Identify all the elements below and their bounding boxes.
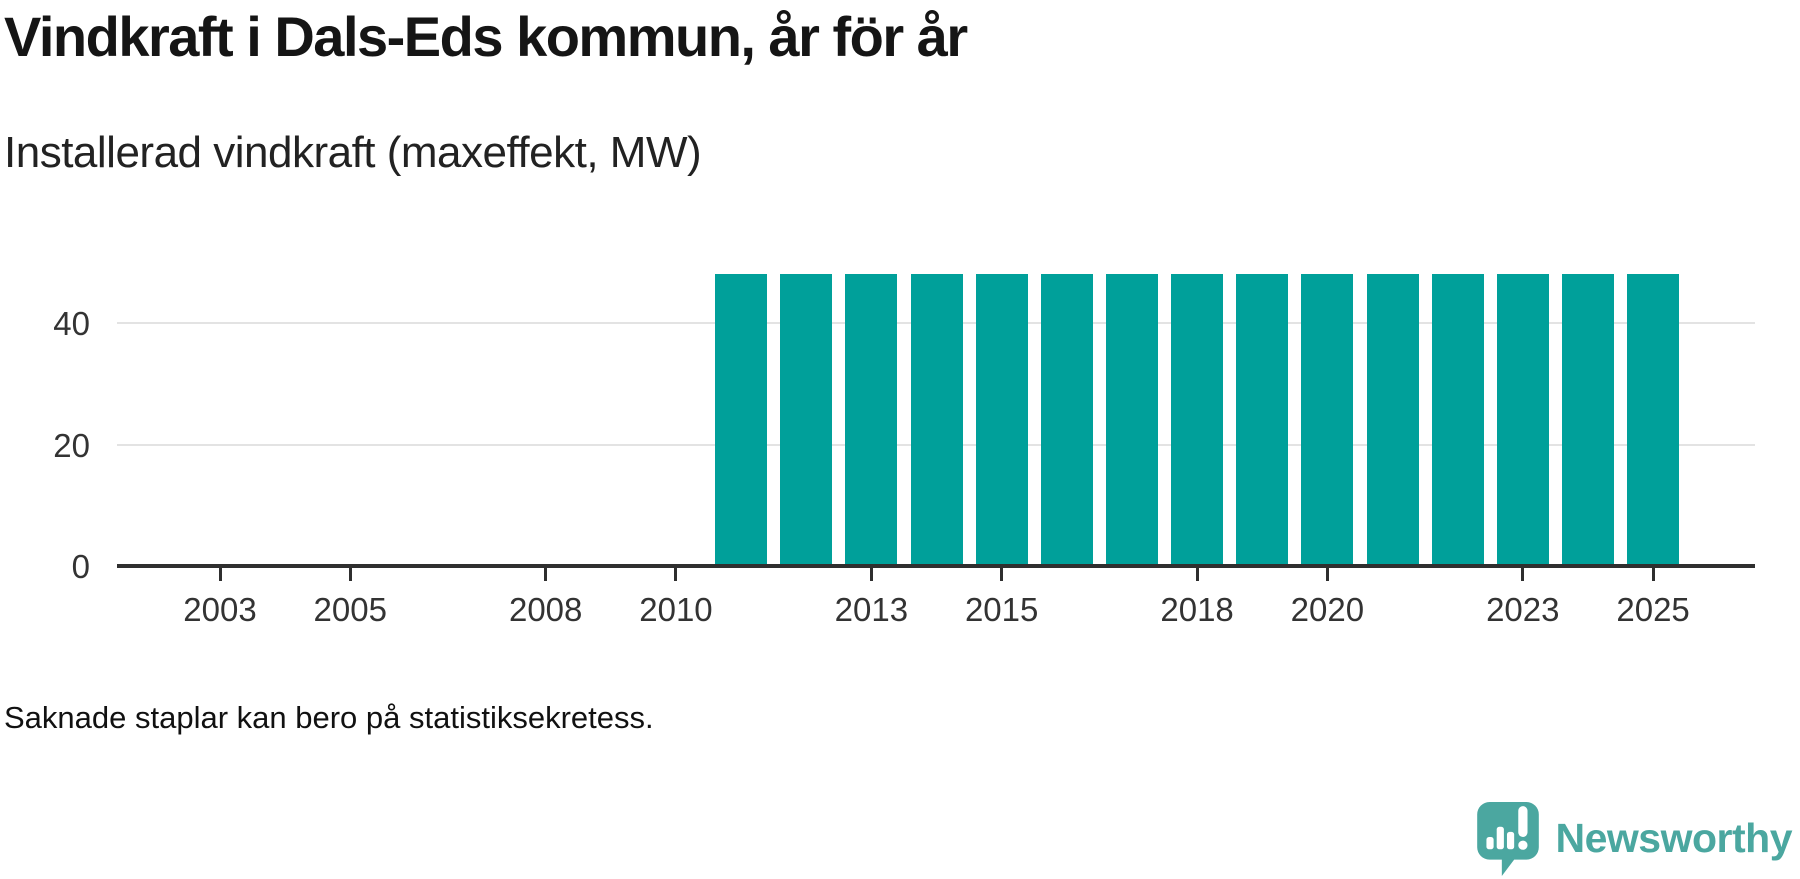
bar (1171, 274, 1224, 566)
bar (975, 274, 1028, 566)
bar (1561, 274, 1614, 566)
bar (1301, 274, 1354, 566)
bar (1366, 274, 1419, 566)
bar (910, 274, 963, 566)
x-axis-tick-label: 2025 (1616, 591, 1690, 628)
footnote: Saknade staplar kan bero på statistiksek… (4, 700, 654, 735)
y-axis-tick-label: 40 (53, 305, 90, 342)
bar (780, 274, 833, 566)
bar (1431, 274, 1484, 566)
x-axis-tick (1521, 568, 1525, 581)
newsworthy-logo: Newsworthy (1474, 800, 1793, 876)
x-axis-tick (1325, 568, 1329, 581)
y-axis-tick-label: 20 (53, 426, 90, 464)
x-axis-tick-label: 2008 (508, 591, 583, 628)
bar (1236, 274, 1289, 566)
newsworthy-logo-icon (1476, 802, 1539, 876)
bar (1627, 274, 1680, 566)
brand-name: Newsworthy (1555, 814, 1793, 861)
chart-title: Vindkraft i Dals-Eds kommun, år för år (4, 5, 968, 68)
bar (1040, 274, 1093, 566)
bar (845, 274, 898, 566)
x-axis-tick-label: 2003 (183, 591, 257, 628)
x-axis-tick-label: 2020 (1290, 591, 1365, 628)
x-axis-tick (218, 568, 222, 581)
chart-subtitle: Installerad vindkraft (maxeffekt, MW) (4, 128, 702, 177)
x-axis-tick (674, 568, 678, 581)
x-axis-tick (348, 568, 352, 581)
bar (715, 274, 768, 566)
x-axis-tick (869, 568, 873, 581)
x-axis-tick (1000, 568, 1004, 581)
x-axis-tick (1195, 568, 1199, 581)
x-axis-line (117, 564, 1755, 568)
bar (1496, 274, 1549, 566)
x-axis-tick (1651, 568, 1655, 581)
x-axis-tick-label: 2013 (834, 591, 909, 628)
x-axis-tick-label: 2023 (1486, 591, 1560, 628)
x-axis-tick-label: 2010 (639, 591, 713, 628)
x-axis-tick (544, 568, 548, 581)
x-axis-tick-label: 2005 (313, 591, 387, 628)
y-axis-tick-label: 0 (71, 548, 90, 585)
x-axis-tick-label: 2015 (964, 591, 1039, 628)
bar (1105, 274, 1158, 566)
x-axis-tick-label: 2018 (1160, 591, 1234, 628)
